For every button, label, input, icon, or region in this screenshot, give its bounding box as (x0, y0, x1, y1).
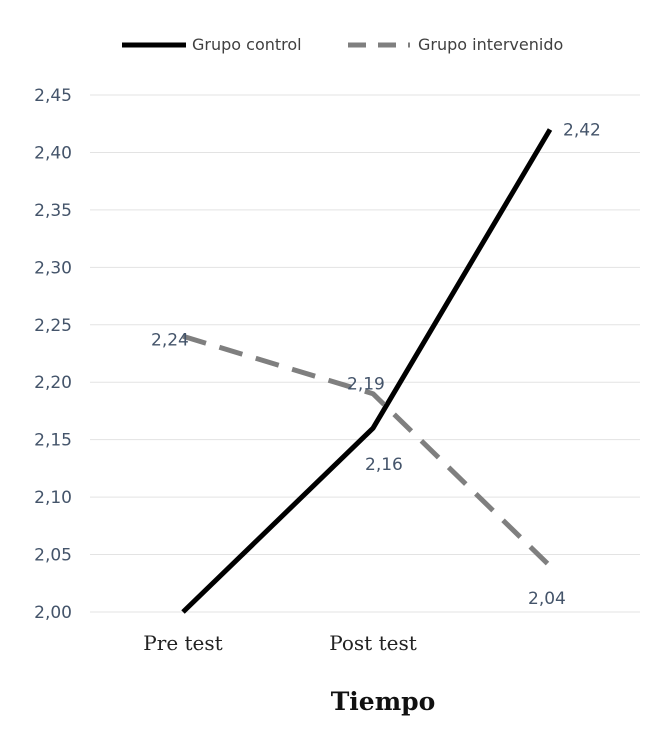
data-label: 2,42 (563, 120, 601, 140)
x-tick-label: Post test (329, 631, 417, 655)
y-tick-label: 2,25 (34, 316, 72, 336)
series-lines (181, 128, 553, 614)
series-line-grupo-intervenido (182, 333, 552, 568)
y-tick-label: 2,00 (34, 603, 72, 623)
data-label: 2,24 (151, 330, 189, 350)
data-labels: 2,16 2,42 2,24 2,19 2,04 (151, 120, 601, 609)
data-label: 2,16 (365, 455, 403, 475)
y-tick-label: 2,40 (34, 143, 72, 163)
y-axis-ticks: 2,00 2,05 2,10 2,15 2,20 2,25 2,30 2,35 2,40 2,45 (34, 86, 72, 623)
x-tick-label: Pre test (143, 631, 222, 655)
y-tick-label: 2,05 (34, 546, 72, 566)
data-label: 2,19 (347, 375, 385, 395)
legend: Grupo control Grupo intervenido (122, 35, 563, 54)
data-label: 2,04 (528, 589, 566, 609)
y-tick-label: 2,35 (34, 201, 72, 221)
y-tick-label: 2,10 (34, 488, 72, 508)
y-tick-label: 2,45 (34, 86, 72, 106)
gridlines (90, 94, 640, 613)
x-axis-ticks: Pre test Post test (143, 631, 416, 655)
y-tick-label: 2,30 (34, 258, 72, 278)
legend-label-grupo-intervenido: Grupo intervenido (418, 35, 563, 54)
legend-label-grupo-control: Grupo control (192, 35, 302, 54)
x-axis-title: Tiempo (331, 687, 436, 716)
series-line-grupo-control (181, 128, 553, 614)
y-tick-label: 2,15 (34, 431, 72, 451)
y-tick-label: 2,20 (34, 373, 72, 393)
